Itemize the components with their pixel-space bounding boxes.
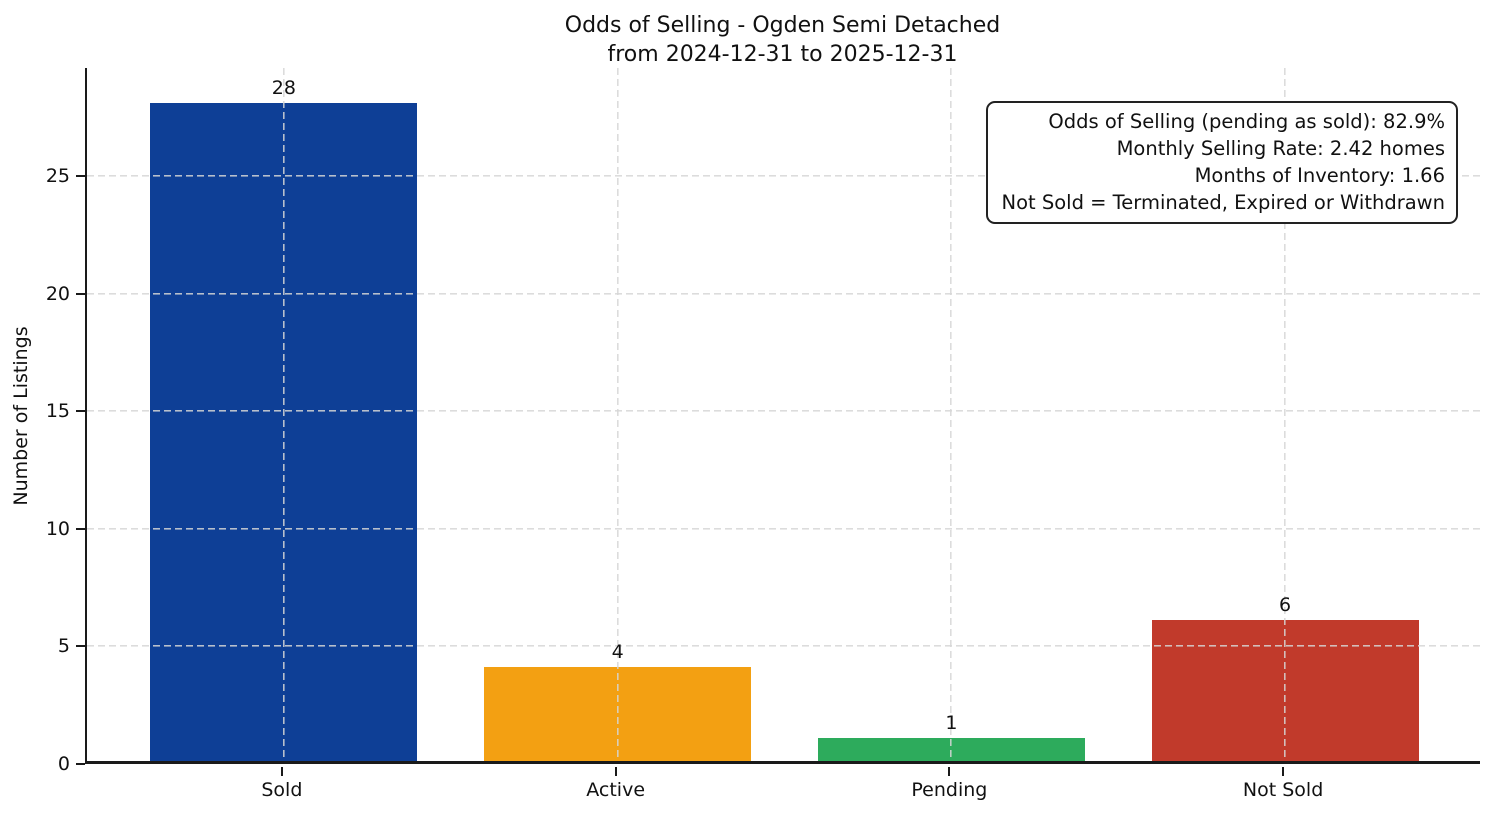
x-tick-mark [948, 767, 951, 776]
y-tick-mark [76, 175, 85, 178]
bar-value-label: 1 [945, 711, 958, 734]
y-tick-label: 15 [45, 400, 70, 423]
stats-annotation-box: Odds of Selling (pending as sold): 82.9%… [986, 101, 1458, 224]
bar-active [484, 666, 752, 761]
bar-sold [150, 102, 418, 761]
x-tick-label: Not Sold [1242, 779, 1324, 801]
bar-value-label: 4 [611, 640, 624, 663]
x-tick-mark [1282, 767, 1285, 776]
y-tick-label: 0 [57, 753, 70, 775]
y-tick-mark [76, 410, 85, 413]
annotation-monthly-selling-rate: Monthly Selling Rate: 2.42 homes [1116, 137, 1445, 160]
y-tick-label: 20 [45, 282, 70, 305]
y-tick-label: 25 [45, 165, 70, 188]
annotation-odds-of-selling: Odds of Selling (pending as sold): 82.9% [1048, 110, 1445, 133]
bar-pending [817, 737, 1085, 761]
y-tick-mark [76, 292, 85, 295]
annotation-not-sold-definition: Not Sold = Terminated, Expired or Withdr… [1001, 191, 1445, 214]
y-tick-label: 5 [57, 635, 70, 658]
chart-subtitle: from 2024-12-31 to 2025-12-31 [607, 42, 958, 67]
x-tick-label: Active [586, 779, 646, 801]
bar-not-sold [1151, 619, 1419, 761]
chart-title: Odds of Selling - Ogden Semi Detached [564, 13, 1001, 38]
y-tick-mark [76, 763, 85, 765]
x-tick-label: Sold [261, 779, 303, 801]
bar-value-label: 6 [1279, 593, 1292, 616]
bar-value-label: 28 [271, 76, 296, 99]
y-tick-mark [76, 527, 85, 530]
y-tick-mark [76, 645, 85, 648]
y-tick-label: 10 [45, 517, 70, 540]
x-tick-label: Pending [911, 779, 988, 801]
x-tick-mark [280, 767, 283, 776]
v-gridline [950, 68, 953, 761]
annotation-months-of-inventory: Months of Inventory: 1.66 [1194, 164, 1445, 187]
x-tick-mark [614, 767, 617, 776]
chart-title-block: Odds of Selling - Ogden Semi Detached fr… [85, 11, 1480, 69]
